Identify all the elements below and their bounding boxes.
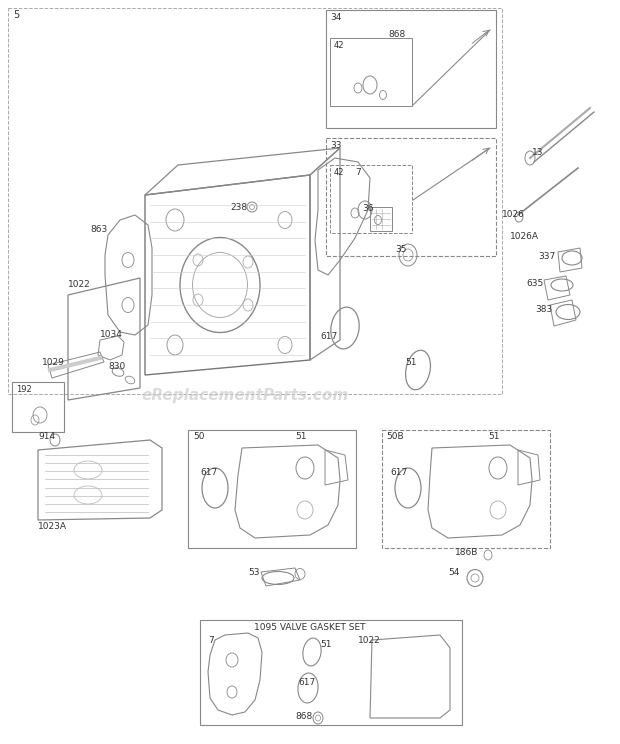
Bar xyxy=(330,165,412,233)
Text: 7: 7 xyxy=(208,636,214,645)
Text: 868: 868 xyxy=(388,30,405,39)
Text: 51: 51 xyxy=(320,640,332,649)
Text: 50B: 50B xyxy=(386,432,404,441)
Text: 830: 830 xyxy=(108,362,125,371)
Text: 337: 337 xyxy=(538,252,556,261)
Text: 33: 33 xyxy=(330,141,342,150)
Text: 42: 42 xyxy=(334,41,345,50)
Text: 863: 863 xyxy=(90,225,107,234)
Text: 383: 383 xyxy=(535,305,552,314)
Text: 1029: 1029 xyxy=(42,358,65,367)
Text: 5: 5 xyxy=(13,10,19,20)
Text: 914: 914 xyxy=(38,432,55,441)
Text: 238: 238 xyxy=(230,203,247,212)
Text: 1026: 1026 xyxy=(502,210,525,219)
Text: 51: 51 xyxy=(405,358,417,367)
Bar xyxy=(330,38,412,106)
Bar xyxy=(382,430,550,548)
Text: 635: 635 xyxy=(526,279,543,288)
Text: 34: 34 xyxy=(330,13,342,22)
Text: 192: 192 xyxy=(16,385,32,394)
Text: 1022: 1022 xyxy=(68,280,91,289)
Text: 617: 617 xyxy=(298,678,315,687)
Text: 36: 36 xyxy=(362,204,373,213)
Text: 51: 51 xyxy=(295,432,306,441)
Text: 51: 51 xyxy=(488,432,500,441)
Bar xyxy=(12,382,64,432)
Text: 13: 13 xyxy=(532,148,544,157)
Text: 53: 53 xyxy=(248,568,260,577)
Text: 1022: 1022 xyxy=(358,636,381,645)
Text: 1095 VALVE GASKET SET: 1095 VALVE GASKET SET xyxy=(254,623,366,632)
Bar xyxy=(200,620,462,725)
Bar xyxy=(188,430,356,548)
Text: 42: 42 xyxy=(334,168,345,177)
Bar xyxy=(326,10,496,128)
Bar xyxy=(8,8,502,394)
Text: 1034: 1034 xyxy=(100,330,123,339)
Text: eReplacementParts.com: eReplacementParts.com xyxy=(141,388,348,403)
Bar xyxy=(370,207,392,231)
Text: 617: 617 xyxy=(320,332,337,341)
Text: 1026A: 1026A xyxy=(510,232,539,241)
Text: 50: 50 xyxy=(193,432,205,441)
Text: 1023A: 1023A xyxy=(38,522,67,531)
Text: 186B: 186B xyxy=(455,548,479,557)
Text: 7: 7 xyxy=(355,168,361,177)
Text: 54: 54 xyxy=(448,568,459,577)
Text: 35: 35 xyxy=(395,245,407,254)
Text: 868: 868 xyxy=(295,712,312,721)
Text: 617: 617 xyxy=(390,468,407,477)
Text: 617: 617 xyxy=(200,468,217,477)
Bar xyxy=(326,138,496,256)
